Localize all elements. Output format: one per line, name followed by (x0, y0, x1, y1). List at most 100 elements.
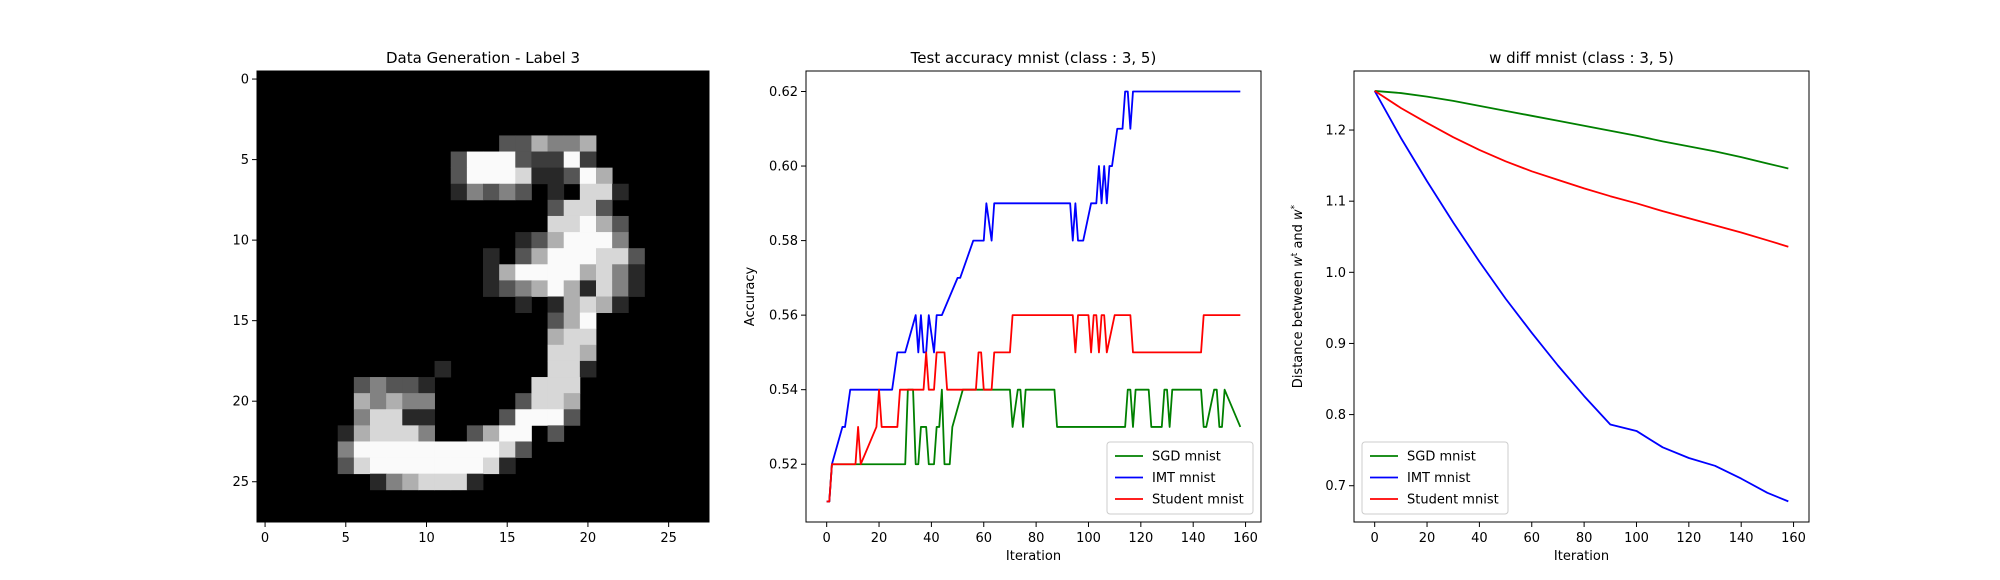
pixel (547, 264, 565, 281)
series-line-2 (1374, 90, 1789, 248)
pixel (579, 280, 597, 297)
y-axis-label-part: t (1290, 252, 1300, 256)
panel-w-diff: w diff mnist (class : 3, 5) 0 20 40 60 80 100… (1290, 49, 1810, 564)
pixel (563, 296, 581, 314)
pixel (353, 409, 371, 426)
pixel (450, 183, 468, 201)
pixel (531, 135, 548, 152)
pixel (515, 183, 532, 201)
y-tick-label: 15 (232, 314, 249, 329)
pixel (547, 248, 565, 265)
y-axis-label-part: and (1291, 220, 1306, 253)
pixel (418, 425, 435, 442)
pixel (466, 183, 484, 201)
pixel (612, 248, 629, 265)
pixel (483, 457, 500, 475)
pixel (563, 199, 581, 217)
pixel (547, 199, 565, 217)
pixel (483, 441, 500, 458)
pixel (628, 280, 645, 297)
pixel (547, 280, 565, 297)
pixel (547, 167, 565, 185)
pixel (563, 328, 581, 346)
plot-lines (1373, 90, 1789, 503)
chart-title: w diff mnist (class : 3, 5) (1489, 49, 1674, 67)
pixel (547, 377, 565, 394)
pixel (547, 393, 565, 410)
pixel (563, 360, 581, 378)
pixel (466, 151, 484, 169)
pixel (353, 425, 371, 442)
pixel (531, 151, 548, 169)
pixel (531, 393, 548, 410)
pixel (547, 312, 565, 330)
pixel (563, 344, 581, 362)
pixel (466, 473, 484, 491)
image-pixels (257, 71, 709, 522)
pixel (337, 441, 355, 458)
pixel (547, 360, 565, 378)
series-line-1 (1373, 90, 1789, 503)
pixel (531, 377, 548, 394)
y-tick-label: 0.58 (769, 234, 798, 249)
legend-box (1361, 441, 1509, 515)
axes-frame (805, 70, 1262, 523)
x-tick-label: 25 (660, 531, 677, 546)
pixel (579, 328, 597, 346)
pixel (499, 409, 516, 426)
legend: SGD mnist IMT mnist Student mnist (1361, 441, 1509, 515)
x-tick-label: 120 (1676, 531, 1701, 546)
pixel (434, 360, 452, 378)
x-tick-label: 100 (1076, 531, 1101, 546)
x-tick-label: 140 (1181, 531, 1206, 546)
legend-label: SGD mnist (1407, 450, 1476, 465)
pixel (531, 264, 548, 281)
pixel (466, 457, 484, 475)
pixel (386, 457, 403, 475)
series-line-0 (1374, 90, 1789, 170)
pixel (353, 457, 371, 475)
pixel (596, 167, 613, 185)
pixel (434, 473, 452, 491)
pixel (612, 264, 629, 281)
y-axis-label-part: * (1290, 204, 1300, 209)
x-tick-label: 160 (1781, 531, 1806, 546)
legend-label: Student mnist (1407, 493, 1499, 508)
series-line-1 (826, 90, 1241, 503)
pixel (579, 264, 597, 281)
pixel (337, 425, 355, 442)
x-tick-label: 5 (342, 531, 350, 546)
pixel (579, 167, 597, 185)
y-tick-label: 1.0 (1325, 266, 1346, 281)
pixel (563, 248, 581, 265)
x-tick-label: 0 (823, 531, 831, 546)
chart-title: Data Generation - Label 3 (386, 49, 580, 67)
pixel (596, 232, 613, 249)
y-tick-label: 0.62 (769, 85, 798, 100)
pixel (596, 296, 613, 314)
pixel (450, 151, 468, 169)
x-axis-label: Iteration (1006, 549, 1061, 564)
pixel (466, 441, 484, 458)
y-tick-label: 0.8 (1325, 408, 1346, 423)
pixel (579, 232, 597, 249)
pixel (499, 425, 516, 442)
pixel (450, 457, 468, 475)
pixel (370, 393, 387, 410)
pixel (515, 441, 532, 458)
legend-label: SGD mnist (1152, 450, 1221, 465)
pixel (402, 409, 419, 426)
pixel (563, 280, 581, 297)
pixel (612, 232, 629, 249)
pixel (386, 425, 403, 442)
x-tick-label: 60 (1523, 531, 1540, 546)
pixel (466, 425, 484, 442)
pixel (515, 135, 532, 152)
pixel (579, 215, 597, 233)
y-tick-label: 1.2 (1325, 124, 1346, 139)
pixel (596, 183, 613, 201)
pixel (515, 232, 532, 249)
pixel (434, 441, 452, 458)
pixel (499, 441, 516, 458)
